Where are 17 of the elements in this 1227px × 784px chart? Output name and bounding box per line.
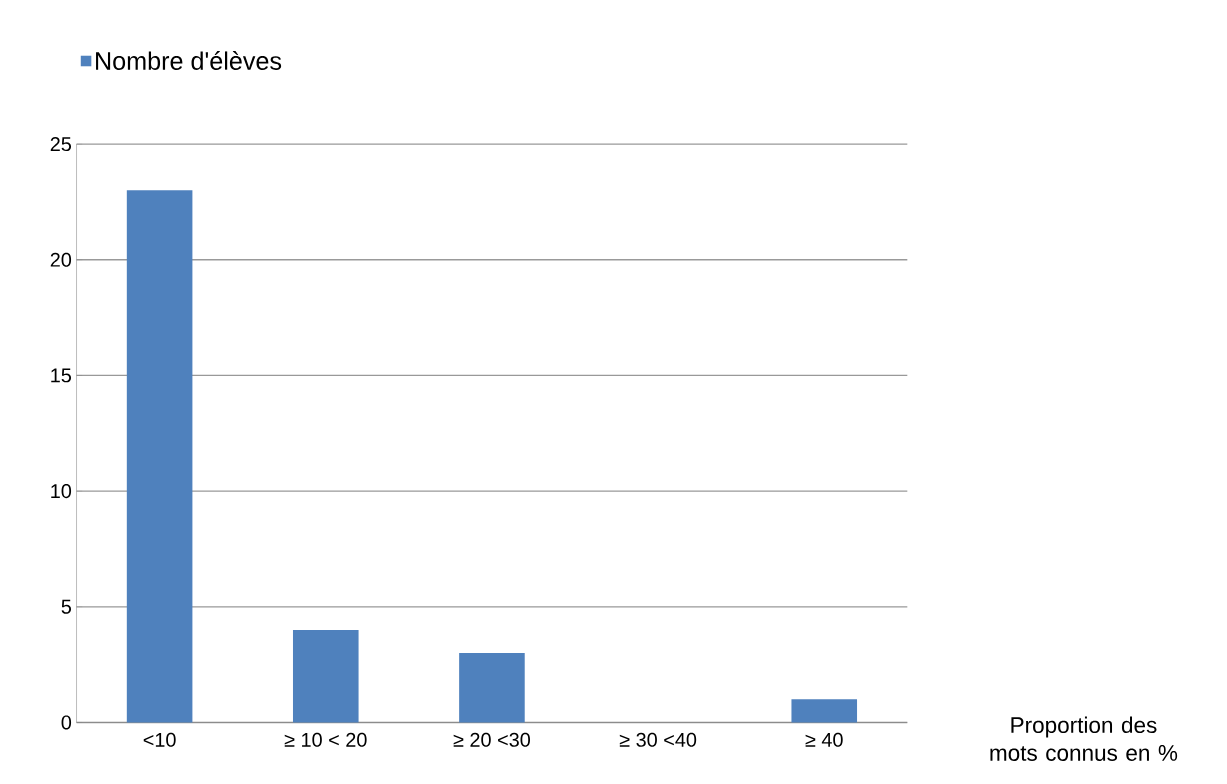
x-tick-label: <10 bbox=[143, 732, 176, 747]
x-tick-label: ≥ 40 bbox=[805, 732, 843, 747]
legend-label: Nombre d'élèves bbox=[96, 51, 282, 70]
x-tick-label: ≥ 30 <40 bbox=[619, 732, 697, 747]
y-tick-label: 25 bbox=[50, 137, 72, 152]
x-tick-label: ≥ 10 < 20 bbox=[284, 732, 367, 747]
x-tick-label: ≥ 20 <30 bbox=[453, 732, 531, 747]
y-tick-label: 0 bbox=[61, 715, 72, 730]
y-tick-label: 10 bbox=[51, 484, 72, 499]
bar bbox=[292, 629, 359, 723]
y-tick-label: 20 bbox=[50, 252, 72, 267]
bar bbox=[126, 190, 193, 723]
bar bbox=[791, 699, 858, 723]
bar bbox=[459, 653, 525, 723]
x-axis-title: Proportion des mots connus en % bbox=[990, 716, 1178, 761]
y-tick-label: 5 bbox=[61, 599, 72, 614]
y-tick-label: 15 bbox=[51, 368, 72, 383]
